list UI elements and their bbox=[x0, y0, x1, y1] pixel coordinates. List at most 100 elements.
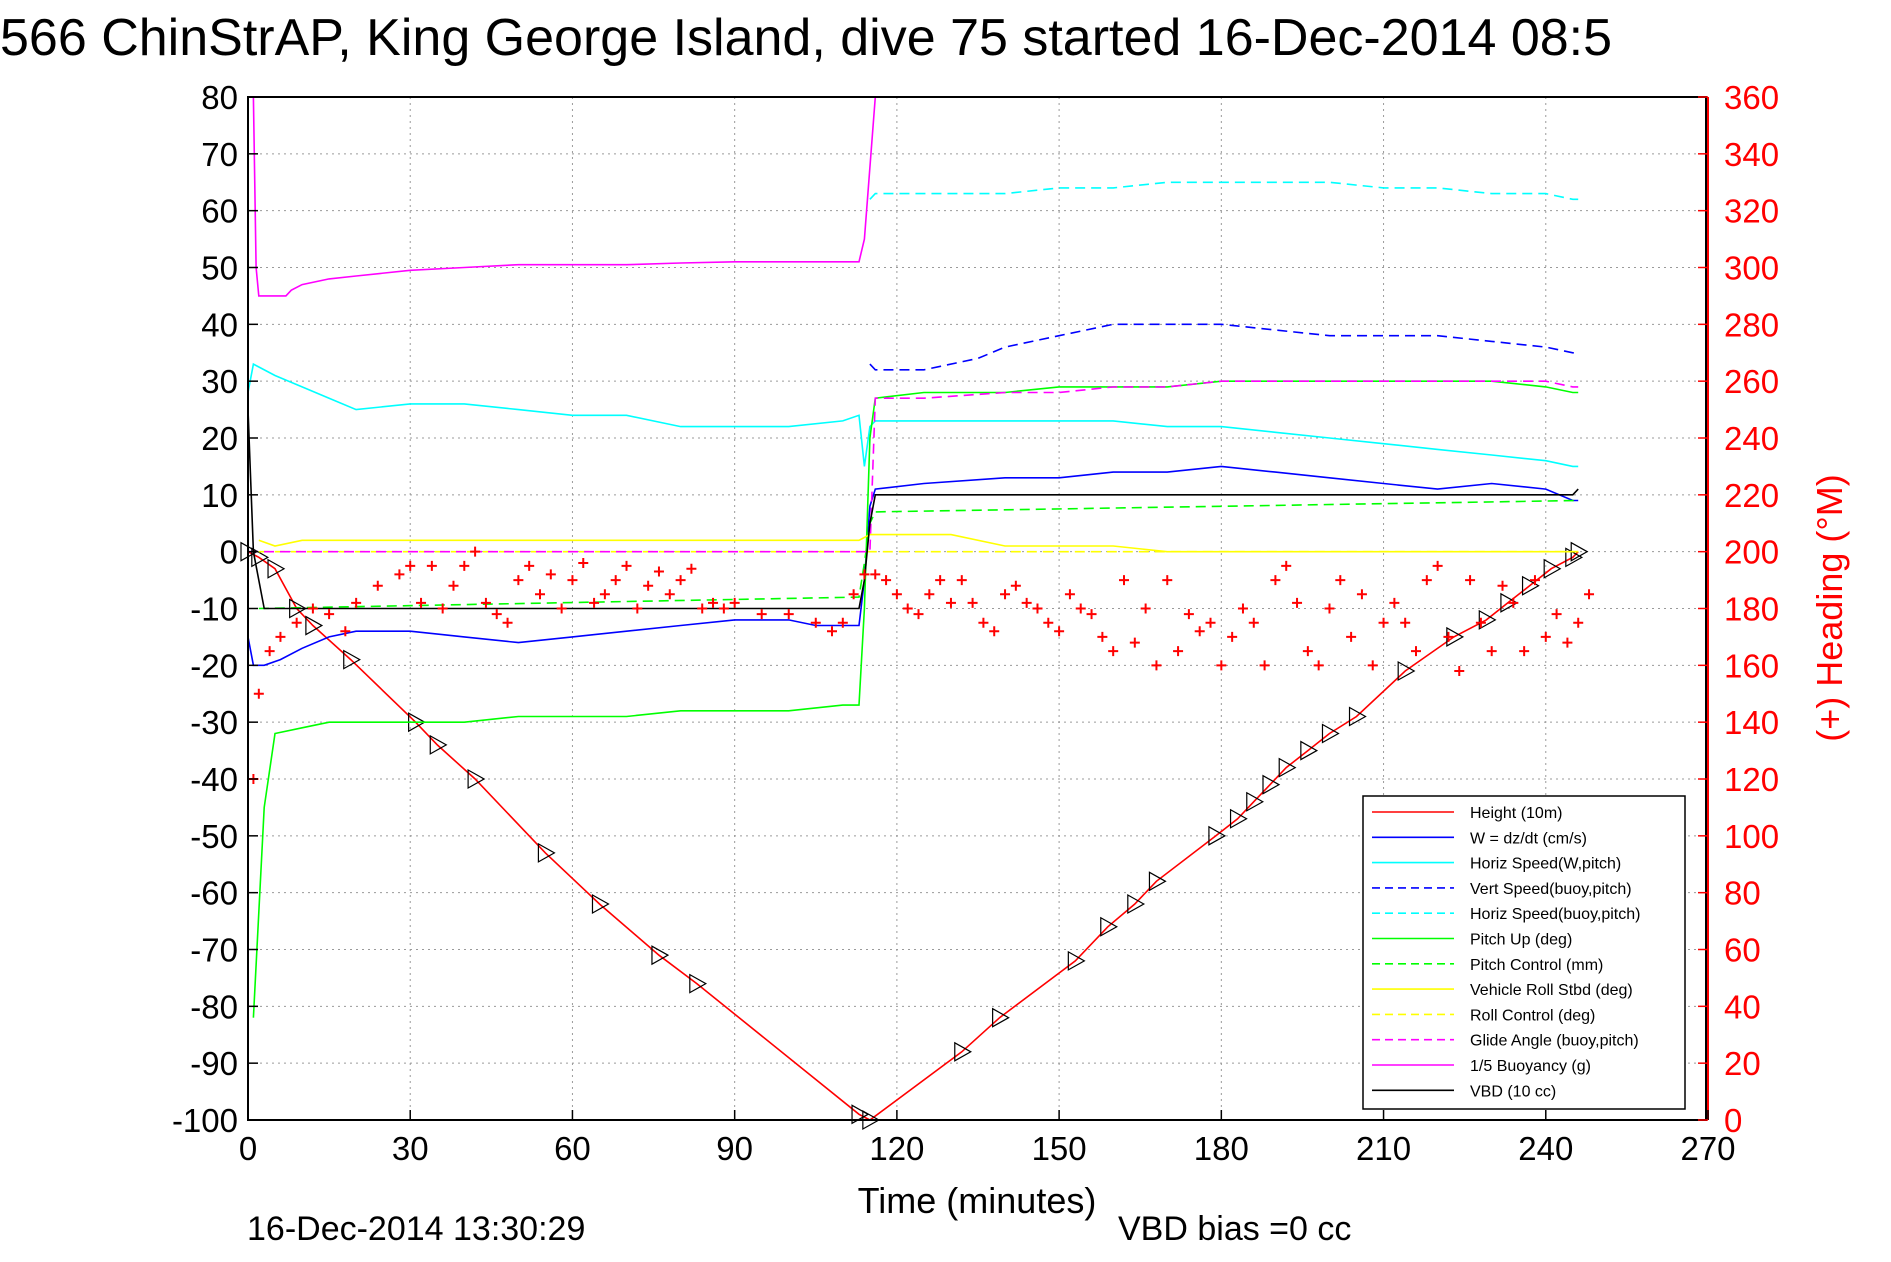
heading-point bbox=[426, 560, 437, 571]
heading-point bbox=[837, 617, 848, 628]
heading-point bbox=[416, 597, 427, 608]
y-right-tick-label: 360 bbox=[1724, 79, 1779, 116]
heading-point bbox=[599, 589, 610, 600]
heading-point bbox=[1475, 617, 1486, 628]
y-right-tick-label: 40 bbox=[1724, 988, 1761, 1025]
y-right-tick-label: 340 bbox=[1724, 136, 1779, 173]
series-horiz-speed-w-pitch bbox=[247, 362, 1579, 468]
heading-point bbox=[480, 597, 491, 608]
heading-point bbox=[1562, 637, 1573, 648]
heading-point bbox=[1162, 575, 1173, 586]
height-marker bbox=[954, 1041, 973, 1062]
y-right-tick-label: 260 bbox=[1724, 363, 1779, 400]
x-tick-label: 240 bbox=[1518, 1130, 1573, 1167]
heading-point bbox=[859, 569, 870, 580]
y-right-tick-label: 140 bbox=[1724, 704, 1779, 741]
heading-point bbox=[967, 597, 978, 608]
heading-point bbox=[924, 589, 935, 600]
y-tick-label: 0 bbox=[220, 534, 238, 571]
y-tick-label: 30 bbox=[201, 363, 238, 400]
heading-point bbox=[1573, 617, 1584, 628]
y-tick-label: -30 bbox=[190, 704, 238, 741]
legend-label: Vehicle Roll Stbd (deg) bbox=[1470, 982, 1633, 999]
series-line-horiz-speed-w-pitch bbox=[247, 362, 1579, 468]
heading-point bbox=[1486, 646, 1497, 657]
y-tick-label: 60 bbox=[201, 193, 238, 230]
heading-point bbox=[1519, 646, 1530, 657]
heading-point bbox=[1443, 631, 1454, 642]
y-tick-label: 40 bbox=[201, 306, 238, 343]
legend-label: VBD (10 cc) bbox=[1470, 1083, 1556, 1100]
height-marker bbox=[992, 1007, 1010, 1028]
heading-point bbox=[513, 575, 524, 586]
heading-point bbox=[1508, 597, 1519, 608]
heading-point bbox=[1075, 603, 1086, 614]
heading-point bbox=[556, 603, 567, 614]
x-tick-label: 90 bbox=[716, 1130, 753, 1167]
heading-point bbox=[686, 563, 697, 574]
heading-point bbox=[324, 609, 335, 620]
heading-point bbox=[1216, 660, 1227, 671]
legend-label: Horiz Speed(buoy,pitch) bbox=[1470, 906, 1640, 923]
heading-point bbox=[1432, 560, 1443, 571]
legend-label: Pitch Up (deg) bbox=[1470, 932, 1572, 949]
height-marker bbox=[1521, 575, 1540, 596]
legend-label: 1/5 Buoyancy (g) bbox=[1470, 1058, 1591, 1075]
series-line-pitch-control-mm bbox=[258, 499, 1579, 610]
y-right-tick-label: 80 bbox=[1724, 875, 1761, 912]
heading-point bbox=[945, 597, 956, 608]
series-1-5-buoyancy-g bbox=[252, 96, 877, 297]
heading-point bbox=[264, 646, 275, 657]
heading-point bbox=[1584, 589, 1595, 600]
heading-point bbox=[718, 603, 729, 614]
legend-label: Vert Speed(buoy,pitch) bbox=[1470, 881, 1632, 898]
heading-point bbox=[1465, 575, 1476, 586]
series-glide-angle-buoy-pitch bbox=[248, 380, 1579, 553]
height-marker bbox=[1262, 774, 1281, 795]
y-right-axis-label: (+) Heading (°M) bbox=[1809, 474, 1850, 741]
heading-point bbox=[810, 617, 821, 628]
y-tick-label: 10 bbox=[201, 477, 238, 514]
heading-point bbox=[1367, 660, 1378, 671]
heading-point bbox=[372, 580, 383, 591]
heading-point bbox=[848, 589, 859, 600]
heading-point bbox=[1421, 575, 1432, 586]
heading-point bbox=[1119, 575, 1129, 586]
height-marker bbox=[1229, 808, 1248, 829]
heading-point bbox=[935, 575, 946, 586]
legend-entry-height-10m: Height (10m) bbox=[1372, 805, 1562, 822]
height-marker bbox=[1148, 871, 1167, 892]
heading-point bbox=[340, 626, 351, 637]
heading-point bbox=[1021, 597, 1032, 608]
x-tick-label: 60 bbox=[554, 1130, 591, 1167]
heading-point bbox=[535, 589, 545, 600]
heading-point bbox=[1108, 646, 1119, 657]
x-tick-label: 0 bbox=[239, 1130, 257, 1167]
series-pitch-control-mm bbox=[258, 499, 1579, 610]
heading-point bbox=[956, 575, 967, 586]
height-marker bbox=[429, 734, 448, 755]
y-tick-label: 80 bbox=[201, 79, 238, 116]
heading-point bbox=[632, 603, 643, 614]
heading-point bbox=[491, 609, 502, 620]
heading-point bbox=[448, 580, 459, 591]
series-w-dz-dt-cm-s bbox=[247, 465, 1579, 667]
y-right-tick-label: 280 bbox=[1724, 306, 1779, 343]
heading-point bbox=[1140, 603, 1151, 614]
y-right-tick-label: 240 bbox=[1724, 420, 1779, 457]
height-marker bbox=[305, 615, 324, 636]
series-vbd-10-cc bbox=[247, 409, 1579, 610]
height-marker bbox=[1321, 723, 1340, 744]
heading-point bbox=[827, 626, 837, 637]
heading-point bbox=[881, 575, 892, 586]
series-horiz-speed-buoy-pitch bbox=[869, 181, 1579, 201]
height-marker bbox=[689, 973, 708, 994]
heading-point bbox=[1378, 617, 1389, 628]
footer-vbd-bias: VBD bias =0 cc bbox=[1118, 1210, 1351, 1248]
y-right-tick-label: 220 bbox=[1724, 477, 1779, 514]
heading-point bbox=[708, 597, 719, 608]
heading-point bbox=[989, 626, 1000, 637]
legend-box bbox=[1362, 795, 1686, 1110]
series-line-w-dz-dt-cm-s bbox=[247, 465, 1579, 667]
